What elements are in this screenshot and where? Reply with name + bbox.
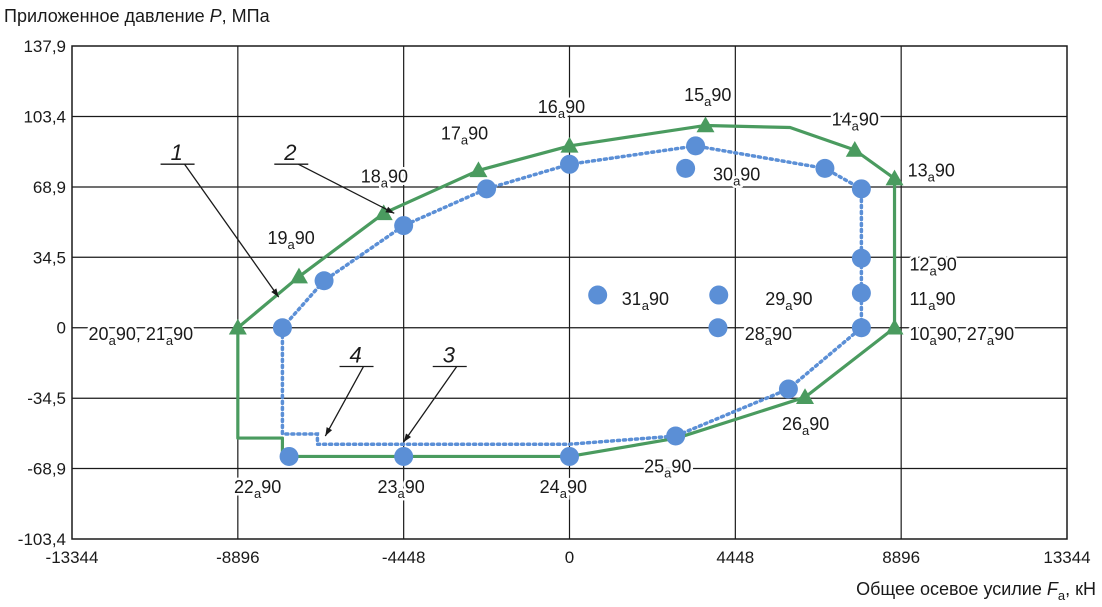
- triangle-marker: [696, 116, 715, 133]
- point-label: 29a90: [765, 289, 812, 313]
- callout-number: 4: [350, 342, 362, 367]
- callout-number: 1: [171, 140, 183, 165]
- point-label: 23a90: [377, 477, 424, 501]
- circle-marker: [394, 216, 414, 236]
- point-label: 25a90: [644, 457, 691, 481]
- y-tick-label: -68,9: [27, 460, 66, 479]
- callout-arrowhead: [271, 288, 279, 298]
- circle-marker: [560, 154, 579, 174]
- point-label: 28a90: [745, 324, 792, 348]
- callout-arrowhead: [325, 427, 333, 437]
- y-tick-label: 34,5: [33, 248, 66, 267]
- triangle-marker: [560, 136, 579, 153]
- y-axis-title: Приложенное давление P, МПа: [4, 6, 271, 26]
- point-label: 14a90: [832, 109, 879, 133]
- triangle-marker: [469, 161, 488, 178]
- triangle-marker: [228, 318, 247, 335]
- point-label: 12a90: [910, 254, 957, 278]
- x-tick-label: 0: [565, 548, 574, 567]
- triangle-marker: [885, 318, 904, 335]
- x-axis-ticks: -13344 -8896 -4448 0 4448 8896 13344: [46, 548, 1091, 567]
- triangle-marker: [885, 169, 904, 186]
- point-label: 31a90: [622, 289, 669, 313]
- circle-marker: [666, 426, 686, 446]
- circle-marker: [279, 446, 299, 466]
- circle-marker: [778, 379, 798, 399]
- circle-marker: [851, 283, 871, 303]
- point-label: 17a90: [441, 124, 488, 148]
- point-label: 15a90: [684, 85, 731, 109]
- point-label: 11a90: [910, 289, 956, 313]
- y-tick-label: 68,9: [33, 178, 66, 197]
- point-label: 24a90: [540, 477, 587, 501]
- circle-marker: [815, 158, 835, 178]
- circle-marker: [708, 318, 728, 338]
- circle-marker: [709, 285, 729, 305]
- series-blue: [272, 136, 871, 466]
- triangle-marker: [845, 140, 864, 157]
- callout-number: 3: [443, 342, 456, 367]
- callout-number: 2: [283, 140, 296, 165]
- x-tick-label: 4448: [716, 548, 754, 567]
- circle-marker: [272, 318, 292, 338]
- x-tick-label: -4448: [382, 548, 425, 567]
- y-tick-label: -103,4: [18, 530, 66, 549]
- y-tick-label: 103,4: [23, 107, 66, 126]
- circle-marker: [394, 446, 414, 466]
- circle-marker: [588, 285, 608, 305]
- point-label: 22a90: [234, 477, 281, 501]
- circle-marker: [851, 318, 871, 338]
- circle-marker: [676, 158, 696, 178]
- point-labels: 13a9014a9015a9016a9017a9018a9019a9020a90…: [86, 82, 1017, 503]
- circle-marker: [314, 271, 334, 291]
- circle-marker: [851, 179, 871, 199]
- circle-marker: [560, 446, 579, 466]
- y-tick-label: -34,5: [27, 389, 66, 408]
- circle-marker: [851, 248, 871, 268]
- point-label: 16a90: [538, 97, 585, 121]
- x-tick-label: 8896: [882, 548, 920, 567]
- point-label: 19a90: [268, 228, 315, 252]
- callouts: 1 2 3 4: [160, 140, 467, 443]
- circle-marker: [686, 136, 706, 156]
- y-tick-label: 137,9: [23, 37, 66, 56]
- point-label: 30a90: [713, 165, 760, 189]
- callout-leader: [324, 366, 365, 437]
- callout-leader: [297, 163, 395, 214]
- circle-marker: [477, 179, 497, 199]
- callout-arrowhead: [403, 433, 412, 443]
- x-tick-label: -8896: [216, 548, 259, 567]
- point-label: 10a90, 27a90: [910, 324, 1015, 348]
- callout-leader: [403, 366, 458, 443]
- y-axis-ticks: -103,4 -68,9 -34,5 0 34,5 68,9 103,4 137,9: [18, 37, 66, 549]
- triangle-marker: [289, 267, 308, 284]
- x-tick-label: 13344: [1043, 548, 1090, 567]
- x-axis-title: Общее осевое усилие Fa, кН: [856, 579, 1096, 603]
- callout-leader: [184, 163, 280, 298]
- point-label: 20a90, 21a90: [89, 324, 194, 348]
- point-label: 26a90: [782, 414, 829, 438]
- x-tick-label: -13344: [46, 548, 99, 567]
- point-label: 13a90: [908, 160, 955, 184]
- triangle-marker: [796, 388, 815, 404]
- y-tick-label: 0: [57, 319, 66, 338]
- triangle-marker: [374, 204, 393, 221]
- callout-arrowhead: [385, 206, 395, 214]
